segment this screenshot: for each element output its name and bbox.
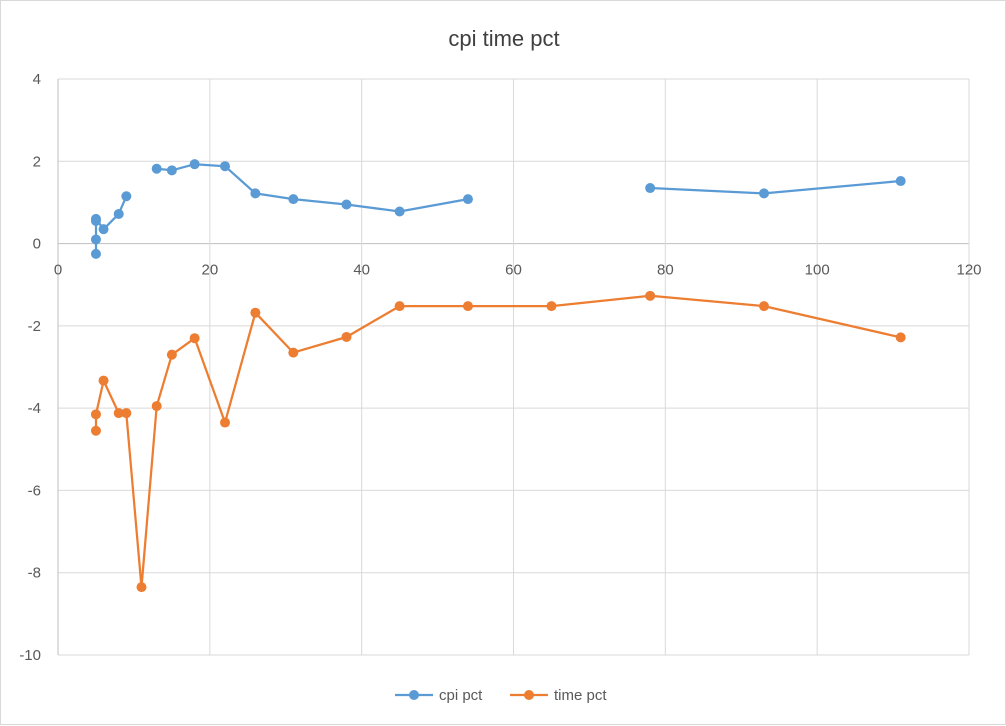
chart-title: cpi time pct (448, 26, 559, 51)
data-point (341, 199, 352, 210)
data-point (895, 332, 906, 343)
series-cpi-pct (90, 159, 906, 259)
data-point (250, 307, 261, 318)
y-tick-label: 4 (33, 71, 41, 88)
data-point (546, 301, 557, 312)
data-point (136, 582, 147, 593)
legend-item: time pct (510, 687, 607, 704)
data-point (220, 161, 231, 172)
data-point (166, 165, 177, 176)
x-tick-label: 60 (505, 262, 522, 279)
series-line (94, 195, 128, 254)
series-line (650, 179, 901, 195)
y-tick-label: -4 (28, 400, 41, 417)
data-point (90, 248, 101, 259)
series-line (94, 294, 901, 589)
data-point (189, 159, 200, 170)
x-tick-label: 20 (201, 262, 218, 279)
data-point (189, 333, 200, 344)
plot-series (90, 159, 906, 593)
data-point (121, 408, 132, 419)
data-point (250, 188, 261, 199)
data-point (113, 208, 124, 219)
y-tick-label: -6 (28, 482, 41, 499)
data-point (645, 290, 656, 301)
data-point (98, 224, 109, 235)
y-tick-label: -8 (28, 565, 41, 582)
data-point (113, 408, 124, 419)
data-point (151, 163, 162, 174)
legend: cpi pct time pct (395, 687, 607, 704)
data-point (220, 417, 231, 428)
y-tick-label: -10 (19, 647, 41, 664)
data-point (394, 206, 405, 217)
data-point (645, 183, 656, 194)
legend-label: cpi pct (439, 687, 483, 704)
data-point (166, 349, 177, 360)
data-point (759, 301, 770, 312)
legend-item: cpi pct (395, 687, 483, 704)
y-tick-label: 2 (33, 153, 41, 170)
legend-marker (524, 690, 534, 700)
data-point (90, 425, 101, 436)
y-tick-label: -2 (28, 318, 41, 335)
x-tick-label: 0 (54, 262, 62, 279)
data-point (394, 301, 405, 312)
x-tick-label: 40 (353, 262, 370, 279)
series-line (156, 163, 469, 213)
gridlines (57, 78, 970, 656)
tick-labels: 420-2-4-6-8-100 20 40 60 80 100 120 (19, 71, 981, 664)
data-point (288, 347, 299, 358)
y-tick-label: 0 (33, 236, 41, 253)
data-point (90, 234, 101, 245)
legend-marker (409, 690, 419, 700)
x-tick-label: 80 (657, 262, 674, 279)
legend-label: time pct (554, 687, 607, 704)
x-tick-label: 120 (956, 262, 981, 279)
data-point (462, 194, 473, 205)
series-time-pct (90, 290, 906, 593)
data-point (98, 375, 109, 386)
x-tick-label: 100 (805, 262, 830, 279)
data-point (895, 176, 906, 187)
data-point (462, 301, 473, 312)
data-point (151, 401, 162, 412)
data-point (341, 331, 352, 342)
data-point (288, 194, 299, 205)
data-point (90, 213, 101, 224)
data-point (759, 188, 770, 199)
data-point (90, 409, 101, 420)
data-point (121, 191, 132, 202)
